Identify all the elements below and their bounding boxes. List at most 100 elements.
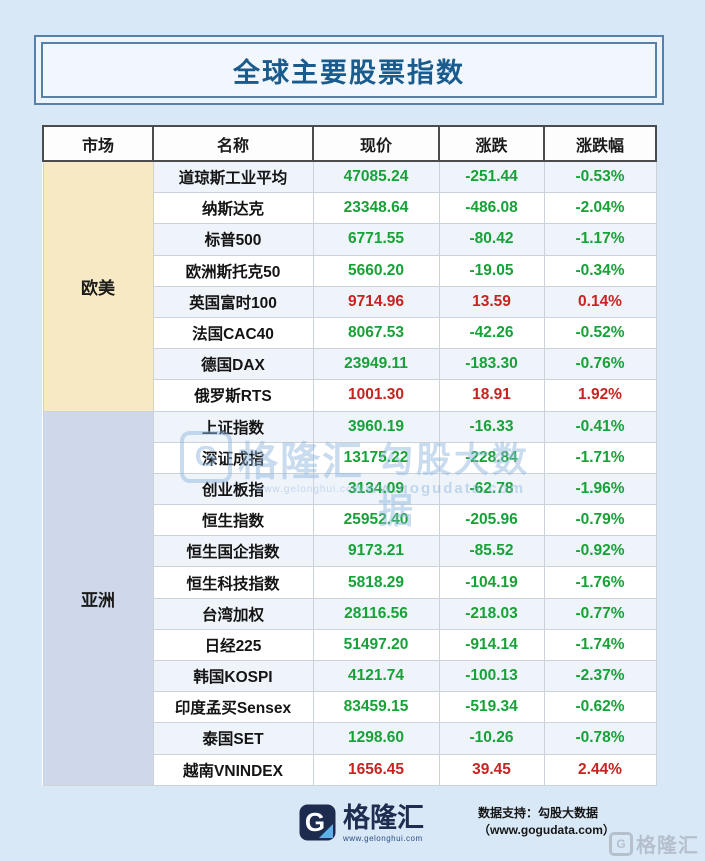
table-row: 印度孟买Sensex 83459.15 -519.34 -0.62%: [43, 691, 657, 724]
change-cell: 18.91: [438, 379, 545, 412]
column-header-market: 市场: [42, 125, 154, 162]
pct-cell: -0.41%: [543, 410, 657, 443]
index-name-cell: 上证指数: [152, 410, 314, 443]
pct-cell: -1.71%: [543, 441, 657, 474]
index-name-cell: 深证成指: [152, 441, 314, 474]
pct-cell: -0.53%: [543, 160, 657, 194]
corner-watermark-text: 格隆汇: [636, 835, 699, 857]
table-row: 欧洲斯托克50 5660.20 -19.05 -0.34%: [43, 254, 657, 287]
change-cell: -19.05: [438, 254, 545, 287]
price-cell: 4121.74: [312, 659, 440, 693]
svg-text:G: G: [305, 807, 325, 837]
change-cell: -228.84: [438, 441, 545, 474]
indices-table: 市场 名称 现价 涨跌 涨跌幅 欧美 道琼斯工业平均 47085.24 -251.44…: [42, 125, 657, 786]
index-name-cell: 恒生指数: [152, 504, 314, 537]
pct-cell: 0.14%: [543, 285, 657, 318]
index-name-cell: 法国CAC40: [152, 316, 314, 350]
change-cell: -10.26: [438, 722, 545, 755]
change-cell: -62.78: [438, 472, 545, 506]
pct-cell: -0.62%: [543, 691, 657, 724]
table-row: 欧美 道琼斯工业平均 47085.24 -251.44 -0.53%: [42, 160, 657, 412]
pct-cell: -1.74%: [543, 628, 657, 662]
change-cell: -80.42: [438, 223, 545, 256]
table-row: 深证成指 13175.22 -228.84 -1.71%: [43, 441, 657, 474]
table-row: 亚洲 上证指数 3960.19 -16.33 -0.41%: [42, 410, 657, 786]
change-cell: -914.14: [438, 628, 545, 662]
table-row: 日经225 51497.20 -914.14 -1.74%: [43, 628, 657, 662]
price-cell: 13175.22: [312, 441, 440, 474]
table-row: 越南VNINDEX 1656.45 39.45 2.44%: [43, 753, 657, 786]
index-name-cell: 台湾加权: [152, 597, 314, 630]
change-cell: -104.19: [438, 566, 545, 599]
price-cell: 23949.11: [312, 348, 440, 381]
price-cell: 9173.21: [312, 535, 440, 568]
price-cell: 5818.29: [312, 566, 440, 599]
column-header-price: 现价: [312, 125, 440, 162]
price-cell: 3134.09: [312, 472, 440, 506]
table-row: 恒生指数 25952.40 -205.96 -0.79%: [43, 504, 657, 537]
price-cell: 28116.56: [312, 597, 440, 630]
gelonghui-logo-icon: G: [299, 804, 336, 841]
pct-cell: -0.77%: [543, 597, 657, 630]
change-cell: -85.52: [438, 535, 545, 568]
change-cell: -42.26: [438, 316, 545, 350]
pct-cell: -1.96%: [543, 472, 657, 506]
pct-cell: -0.79%: [543, 504, 657, 537]
index-name-cell: 恒生科技指数: [152, 566, 314, 599]
table-row: 泰国SET 1298.60 -10.26 -0.78%: [43, 722, 657, 755]
index-name-cell: 道琼斯工业平均: [152, 160, 314, 194]
price-cell: 1656.45: [312, 753, 440, 786]
gelonghui-logo-icon: G: [609, 831, 633, 856]
price-cell: 1001.30: [312, 379, 440, 412]
change-cell: -486.08: [438, 192, 545, 225]
price-cell: 83459.15: [312, 691, 440, 724]
index-name-cell: 恒生国企指数: [152, 535, 314, 568]
price-cell: 1298.60: [312, 722, 440, 755]
index-name-cell: 泰国SET: [152, 722, 314, 755]
price-cell: 3960.19: [312, 410, 440, 443]
pct-cell: -0.76%: [543, 348, 657, 381]
pct-cell: -2.37%: [543, 659, 657, 693]
index-name-cell: 越南VNINDEX: [152, 753, 314, 786]
footer-logo-url: www.gelonghui.com: [343, 834, 423, 844]
table-row: 俄罗斯RTS 1001.30 18.91 1.92%: [43, 379, 657, 412]
change-cell: -100.13: [438, 659, 545, 693]
change-cell: -183.30: [438, 348, 545, 381]
footer-logo-text: 格隆汇: [343, 803, 424, 833]
index-name-cell: 欧洲斯托克50: [152, 254, 314, 287]
table-row: 韩国KOSPI 4121.74 -100.13 -2.37%: [43, 659, 657, 693]
index-name-cell: 英国富时100: [152, 285, 314, 318]
pct-cell: -0.34%: [543, 254, 657, 287]
table-header-row: 市场 名称 现价 涨跌 涨跌幅: [42, 125, 657, 162]
table-row: 德国DAX 23949.11 -183.30 -0.76%: [43, 348, 657, 381]
index-name-cell: 创业板指: [152, 472, 314, 506]
pct-cell: -1.76%: [543, 566, 657, 599]
change-cell: 39.45: [438, 753, 545, 786]
table-row: 标普500 6771.55 -80.42 -1.17%: [43, 223, 657, 256]
change-cell: -205.96: [438, 504, 545, 537]
price-cell: 51497.20: [312, 628, 440, 662]
index-name-cell: 纳斯达克: [152, 192, 314, 225]
price-cell: 23348.64: [312, 192, 440, 225]
index-name-cell: 印度孟买Sensex: [152, 691, 314, 724]
change-cell: -16.33: [438, 410, 545, 443]
pct-cell: -0.78%: [543, 722, 657, 755]
column-header-pct: 涨跌幅: [543, 125, 657, 162]
price-cell: 6771.55: [312, 223, 440, 256]
index-name-cell: 日经225: [152, 628, 314, 662]
pct-cell: -2.04%: [543, 192, 657, 225]
pct-cell: -0.92%: [543, 535, 657, 568]
change-cell: -519.34: [438, 691, 545, 724]
price-cell: 47085.24: [312, 160, 440, 194]
page-title: 全球主要股票指数: [233, 57, 465, 88]
market-group-cell: 欧美: [42, 160, 154, 412]
price-cell: 5660.20: [312, 254, 440, 287]
table-row: 台湾加权 28116.56 -218.03 -0.77%: [43, 597, 657, 630]
change-cell: 13.59: [438, 285, 545, 318]
index-name-cell: 俄罗斯RTS: [152, 379, 314, 412]
change-cell: -251.44: [438, 160, 545, 194]
price-cell: 25952.40: [312, 504, 440, 537]
change-cell: -218.03: [438, 597, 545, 630]
table-row: 纳斯达克 23348.64 -486.08 -2.04%: [43, 192, 657, 225]
column-header-name: 名称: [152, 125, 314, 162]
